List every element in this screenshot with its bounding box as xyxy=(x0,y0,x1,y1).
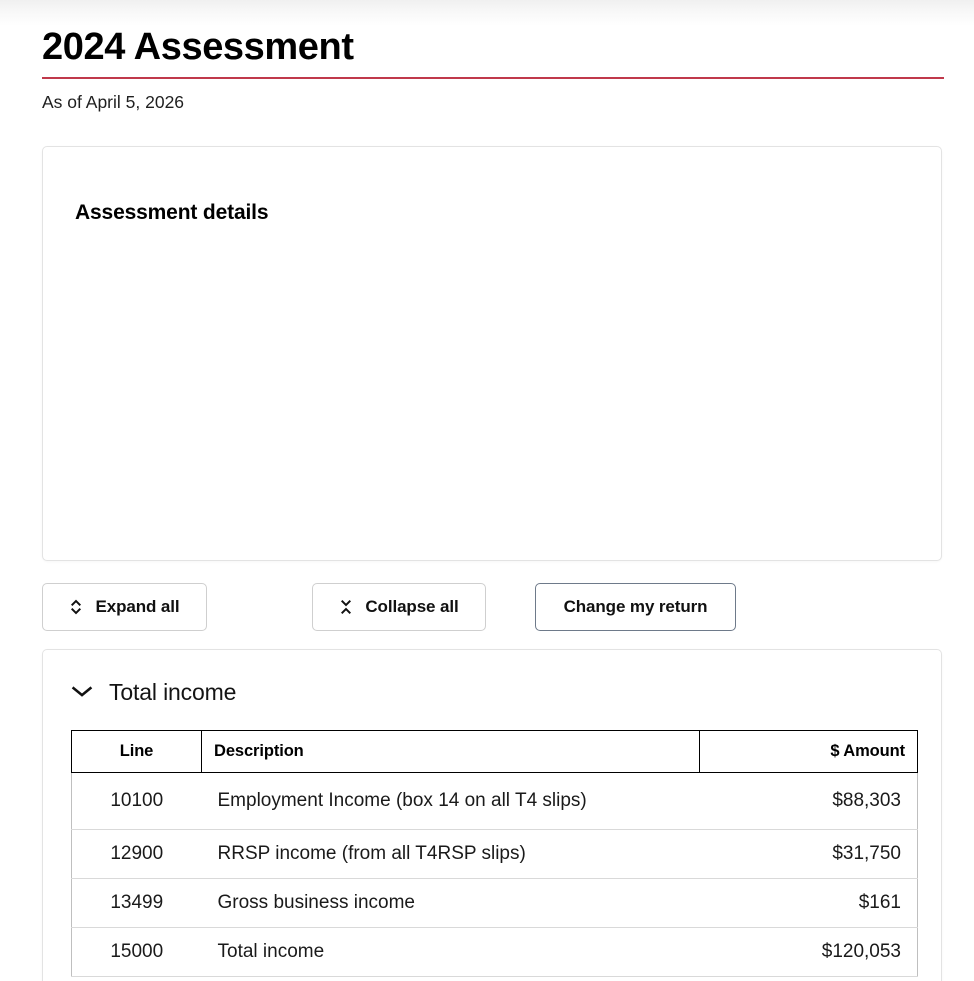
assessment-details-card: Assessment details xyxy=(42,146,942,561)
cell-line: 10100 xyxy=(71,772,202,830)
table-controls-toolbar: Expand all Collapse all Change my return xyxy=(42,583,944,633)
cell-description: RRSP income (from all T4RSP slips) xyxy=(201,829,700,879)
column-header-line: Line xyxy=(71,730,202,773)
cell-line: 15000 xyxy=(71,927,202,977)
table-header: Line Description $ Amount xyxy=(71,730,918,773)
cell-amount: $120,053 xyxy=(699,927,918,977)
as-of-date: As of April 5, 2026 xyxy=(42,92,185,112)
chevron-down-icon xyxy=(71,685,93,699)
column-header-description: Description xyxy=(201,730,700,773)
cell-description: Employment Income (box 14 on all T4 slip… xyxy=(201,772,700,830)
cell-amount: $161 xyxy=(699,878,918,928)
total-income-section-toggle[interactable]: Total income xyxy=(71,678,236,706)
table-header-row: Line Description $ Amount xyxy=(71,730,918,773)
table-row: 13499 Gross business income $161 xyxy=(71,878,918,928)
table-row: 10100 Employment Income (box 14 on all T… xyxy=(71,772,918,830)
table-row: 15000 Total income $120,053 xyxy=(71,927,918,977)
cell-description: Gross business income xyxy=(201,878,700,928)
table-body: 10100 Employment Income (box 14 on all T… xyxy=(71,772,918,977)
table-row: 12900 RRSP income (from all T4RSP slips)… xyxy=(71,829,918,879)
page-header: 2024 Assessment As of April 5, 2026 xyxy=(42,24,944,113)
change-my-return-label: Change my return xyxy=(563,597,708,616)
cell-description: Total income xyxy=(201,927,700,977)
cell-line: 12900 xyxy=(71,829,202,879)
page-title: 2024 Assessment xyxy=(42,24,944,79)
cell-amount: $31,750 xyxy=(699,829,918,879)
expand-all-label: Expand all xyxy=(95,597,180,616)
total-income-table: Line Description $ Amount 10100 Employme… xyxy=(71,730,918,977)
top-shading xyxy=(0,0,974,26)
change-my-return-button[interactable]: Change my return xyxy=(535,583,736,631)
assessment-details-heading: Assessment details xyxy=(75,201,269,224)
assessment-details-body xyxy=(43,257,941,557)
expand-all-button[interactable]: Expand all xyxy=(42,583,207,631)
total-income-card: Total income Line Description $ Amount 1… xyxy=(42,649,942,981)
cell-line: 13499 xyxy=(71,878,202,928)
collapse-all-button[interactable]: Collapse all xyxy=(312,583,486,631)
cell-amount: $88,303 xyxy=(699,772,918,830)
column-header-amount: $ Amount xyxy=(699,730,918,773)
total-income-section-label: Total income xyxy=(109,679,237,705)
collapse-all-label: Collapse all xyxy=(365,597,459,616)
chevron-down-up-icon xyxy=(339,598,353,616)
chevron-up-down-icon xyxy=(69,598,83,616)
